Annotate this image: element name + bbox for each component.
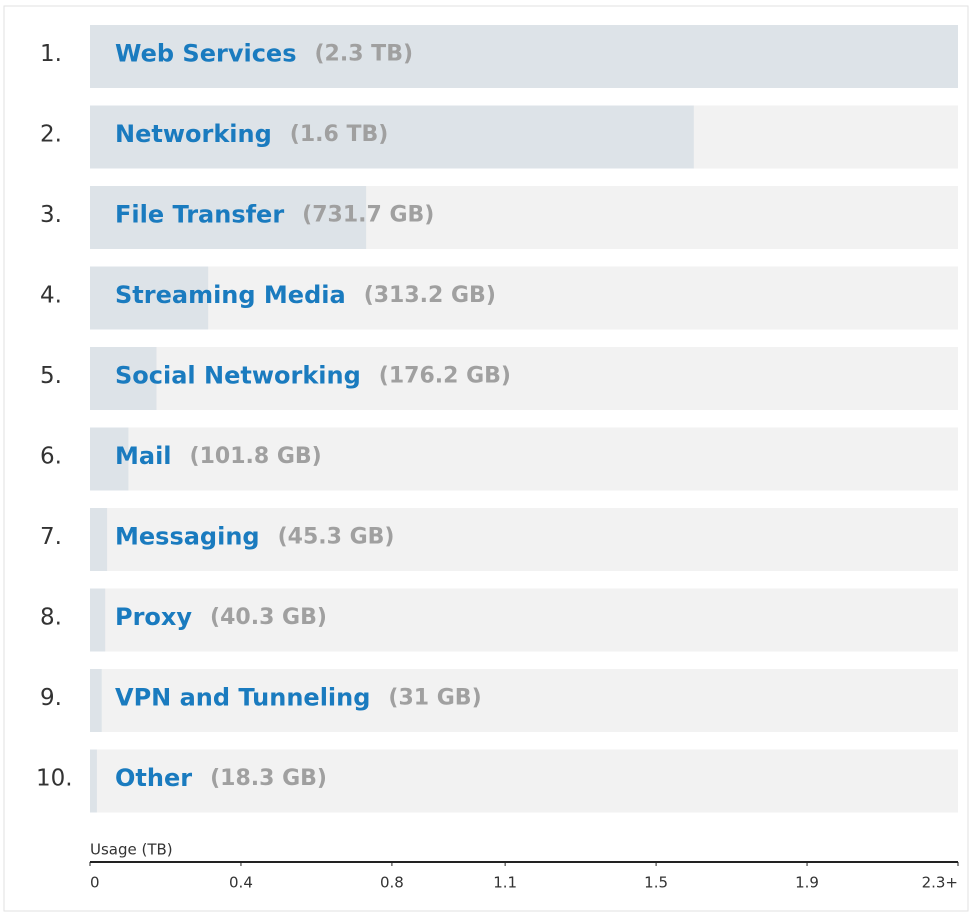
bar-track — [90, 749, 958, 813]
x-tick-label: 2.3+ — [922, 874, 958, 892]
x-tick-label: 1.9 — [795, 874, 819, 892]
x-tick-label: 0.4 — [229, 874, 253, 892]
rank: 4. — [40, 283, 62, 309]
category-label: File Transfer — [115, 201, 284, 229]
value-label: (40.3 GB) — [210, 605, 327, 630]
bar — [90, 347, 157, 410]
category-label: Messaging — [115, 523, 260, 551]
bar-track — [90, 508, 958, 571]
rank: 1. — [40, 41, 62, 67]
bar — [90, 427, 129, 491]
row-label: Proxy (40.3 GB) — [115, 603, 327, 631]
category-label: Other — [115, 764, 192, 792]
row-label: Networking (1.6 TB) — [115, 120, 388, 148]
rank: 10. — [36, 766, 73, 792]
bar — [90, 508, 108, 571]
category-label: Streaming Media — [115, 281, 346, 309]
bar — [90, 588, 106, 652]
category-label: Web Services — [115, 40, 297, 68]
x-tick-label: 1.1 — [493, 874, 517, 892]
bar-track — [90, 427, 958, 491]
rank: 8. — [40, 605, 62, 631]
category-label: Networking — [115, 120, 272, 148]
value-label: (313.2 GB) — [364, 283, 496, 308]
x-tick-label: 0.8 — [380, 874, 404, 892]
bar — [90, 25, 958, 88]
row-label: Social Networking (176.2 GB) — [115, 362, 511, 390]
bar-track — [90, 669, 958, 732]
row-label: File Transfer (731.7 GB) — [115, 201, 434, 229]
row-label: Mail (101.8 GB) — [115, 442, 322, 470]
category-label: Social Networking — [115, 362, 361, 390]
row-label: Messaging (45.3 GB) — [115, 523, 394, 551]
rank: 5. — [40, 363, 62, 389]
bar-track — [90, 266, 958, 330]
row-label: Other (18.3 GB) — [115, 764, 327, 792]
x-tick-label: 1.5 — [644, 874, 668, 892]
rank: 3. — [40, 202, 62, 228]
bar-track — [90, 347, 958, 410]
bar — [90, 749, 97, 813]
rank: 2. — [40, 122, 62, 148]
x-axis-label: Usage (TB) — [90, 841, 173, 859]
rank: 7. — [40, 524, 62, 550]
value-label: (176.2 GB) — [379, 364, 511, 389]
row-label: Streaming Media (313.2 GB) — [115, 281, 496, 309]
bar — [90, 266, 209, 330]
row-label: VPN and Tunneling (31 GB) — [115, 684, 482, 712]
category-label: Mail — [115, 442, 172, 470]
value-label: (2.3 TB) — [315, 42, 414, 67]
value-label: (18.3 GB) — [210, 766, 327, 791]
value-label: (731.7 GB) — [302, 203, 434, 228]
value-label: (101.8 GB) — [190, 444, 322, 469]
rank: 6. — [40, 444, 62, 470]
category-label: Proxy — [115, 603, 192, 631]
value-label: (31 GB) — [388, 686, 481, 711]
bar — [90, 105, 694, 169]
x-tick-label: 0 — [90, 874, 100, 892]
rank: 9. — [40, 685, 62, 711]
bar — [90, 186, 367, 249]
bar-track — [90, 588, 958, 652]
category-label: VPN and Tunneling — [115, 684, 370, 712]
value-label: (1.6 TB) — [290, 122, 389, 147]
value-label: (45.3 GB) — [278, 525, 395, 550]
row-label: Web Services (2.3 TB) — [115, 40, 413, 68]
bar — [90, 669, 102, 732]
